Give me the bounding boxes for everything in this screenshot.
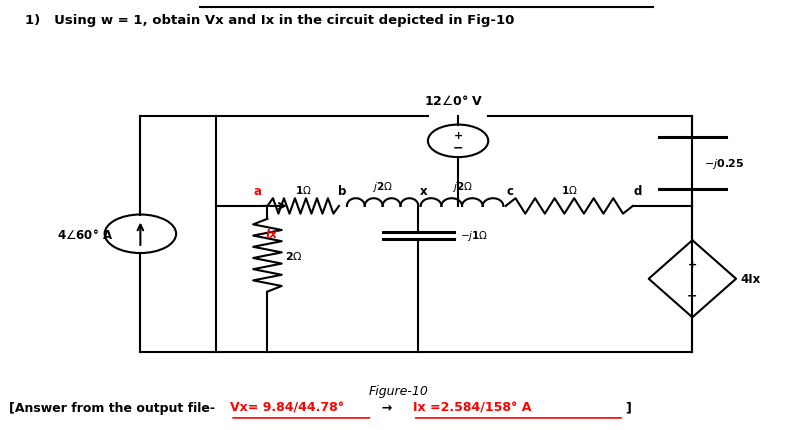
Text: +: + (688, 259, 697, 269)
Text: −: − (453, 141, 463, 154)
Text: Ix =2.584/158° A: Ix =2.584/158° A (413, 401, 531, 414)
Text: x: x (420, 184, 428, 197)
Text: Figure-10: Figure-10 (368, 384, 429, 396)
Text: $-j$0.25: $-j$0.25 (705, 157, 744, 171)
Text: +: + (453, 131, 463, 141)
Text: Ix: Ix (265, 228, 277, 241)
Text: 12$\angle$0° V: 12$\angle$0° V (424, 93, 484, 108)
Text: d: d (634, 184, 642, 197)
Text: 2$\Omega$: 2$\Omega$ (285, 249, 303, 261)
Text: ]: ] (625, 401, 630, 414)
Text: →: → (373, 401, 397, 414)
Text: Vx= 9.84/44.78°: Vx= 9.84/44.78° (230, 401, 344, 414)
Text: 1$\Omega$: 1$\Omega$ (295, 183, 312, 195)
Text: $j$2$\Omega$: $j$2$\Omega$ (372, 180, 393, 194)
Text: c: c (507, 184, 514, 197)
Text: $-j$1$\Omega$: $-j$1$\Omega$ (460, 229, 488, 243)
Text: −: − (687, 289, 697, 302)
Text: 4Ix: 4Ix (740, 273, 760, 286)
Text: a: a (254, 184, 262, 197)
Text: $j$2$\Omega$: $j$2$\Omega$ (452, 180, 473, 194)
Text: 1)   Using w = 1, obtain Vx and Ix in the circuit depicted in Fig-10: 1) Using w = 1, obtain Vx and Ix in the … (26, 14, 515, 27)
Text: [Answer from the output file-: [Answer from the output file- (10, 401, 220, 414)
Text: 1$\Omega$: 1$\Omega$ (561, 183, 578, 195)
Text: b: b (338, 184, 347, 197)
Text: 4$\angle$60° A: 4$\angle$60° A (57, 227, 113, 241)
